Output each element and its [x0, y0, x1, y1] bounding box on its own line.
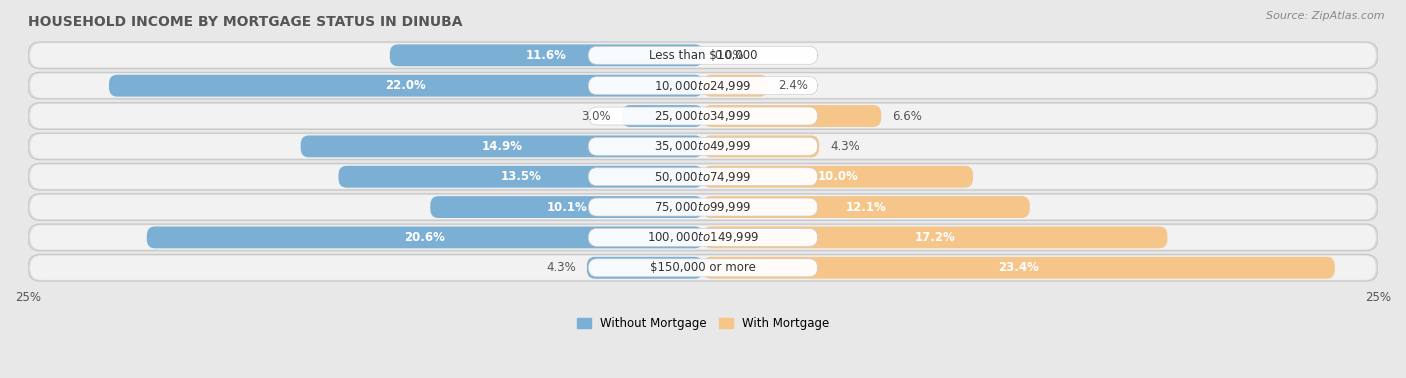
Text: $150,000 or more: $150,000 or more — [650, 261, 756, 274]
Text: 10.1%: 10.1% — [547, 201, 588, 214]
FancyBboxPatch shape — [430, 196, 703, 218]
Text: 4.3%: 4.3% — [830, 140, 859, 153]
FancyBboxPatch shape — [28, 42, 1378, 69]
FancyBboxPatch shape — [30, 104, 1376, 128]
Text: $10,000 to $24,999: $10,000 to $24,999 — [654, 79, 752, 93]
FancyBboxPatch shape — [588, 46, 818, 64]
FancyBboxPatch shape — [588, 77, 818, 94]
FancyBboxPatch shape — [621, 105, 703, 127]
Text: 12.1%: 12.1% — [846, 201, 887, 214]
FancyBboxPatch shape — [588, 107, 818, 125]
Text: $25,000 to $34,999: $25,000 to $34,999 — [654, 109, 752, 123]
FancyBboxPatch shape — [30, 134, 1376, 158]
FancyBboxPatch shape — [30, 74, 1376, 98]
Text: 3.0%: 3.0% — [582, 110, 612, 122]
Text: 20.6%: 20.6% — [405, 231, 446, 244]
Text: HOUSEHOLD INCOME BY MORTGAGE STATUS IN DINUBA: HOUSEHOLD INCOME BY MORTGAGE STATUS IN D… — [28, 15, 463, 29]
FancyBboxPatch shape — [703, 105, 882, 127]
Legend: Without Mortgage, With Mortgage: Without Mortgage, With Mortgage — [572, 312, 834, 335]
FancyBboxPatch shape — [703, 75, 768, 97]
Text: 10.0%: 10.0% — [818, 170, 859, 183]
FancyBboxPatch shape — [146, 226, 703, 248]
Text: 11.6%: 11.6% — [526, 49, 567, 62]
FancyBboxPatch shape — [28, 103, 1378, 129]
FancyBboxPatch shape — [703, 166, 973, 187]
Text: $75,000 to $99,999: $75,000 to $99,999 — [654, 200, 752, 214]
FancyBboxPatch shape — [28, 224, 1378, 251]
FancyBboxPatch shape — [588, 138, 818, 155]
FancyBboxPatch shape — [703, 226, 1167, 248]
FancyBboxPatch shape — [703, 257, 1334, 279]
FancyBboxPatch shape — [28, 163, 1378, 190]
FancyBboxPatch shape — [28, 194, 1378, 220]
FancyBboxPatch shape — [588, 228, 818, 246]
FancyBboxPatch shape — [30, 43, 1376, 67]
Text: $100,000 to $149,999: $100,000 to $149,999 — [647, 231, 759, 245]
FancyBboxPatch shape — [30, 225, 1376, 249]
FancyBboxPatch shape — [588, 168, 818, 186]
FancyBboxPatch shape — [301, 135, 703, 157]
FancyBboxPatch shape — [588, 198, 818, 216]
Text: Less than $10,000: Less than $10,000 — [648, 49, 758, 62]
FancyBboxPatch shape — [703, 196, 1029, 218]
FancyBboxPatch shape — [30, 256, 1376, 280]
FancyBboxPatch shape — [28, 254, 1378, 281]
FancyBboxPatch shape — [30, 195, 1376, 219]
Text: Source: ZipAtlas.com: Source: ZipAtlas.com — [1267, 11, 1385, 21]
Text: 22.0%: 22.0% — [385, 79, 426, 92]
Text: 14.9%: 14.9% — [481, 140, 523, 153]
FancyBboxPatch shape — [389, 44, 703, 66]
Text: 2.4%: 2.4% — [779, 79, 808, 92]
Text: $50,000 to $74,999: $50,000 to $74,999 — [654, 170, 752, 184]
FancyBboxPatch shape — [586, 257, 703, 279]
Text: 23.4%: 23.4% — [998, 261, 1039, 274]
Text: 13.5%: 13.5% — [501, 170, 541, 183]
FancyBboxPatch shape — [28, 133, 1378, 160]
FancyBboxPatch shape — [110, 75, 703, 97]
Text: 6.6%: 6.6% — [891, 110, 922, 122]
FancyBboxPatch shape — [30, 164, 1376, 189]
Text: $35,000 to $49,999: $35,000 to $49,999 — [654, 139, 752, 153]
FancyBboxPatch shape — [28, 72, 1378, 99]
Text: 0.0%: 0.0% — [714, 49, 744, 62]
FancyBboxPatch shape — [703, 135, 820, 157]
FancyBboxPatch shape — [588, 259, 818, 277]
Text: 17.2%: 17.2% — [915, 231, 956, 244]
FancyBboxPatch shape — [339, 166, 703, 187]
Text: 4.3%: 4.3% — [547, 261, 576, 274]
